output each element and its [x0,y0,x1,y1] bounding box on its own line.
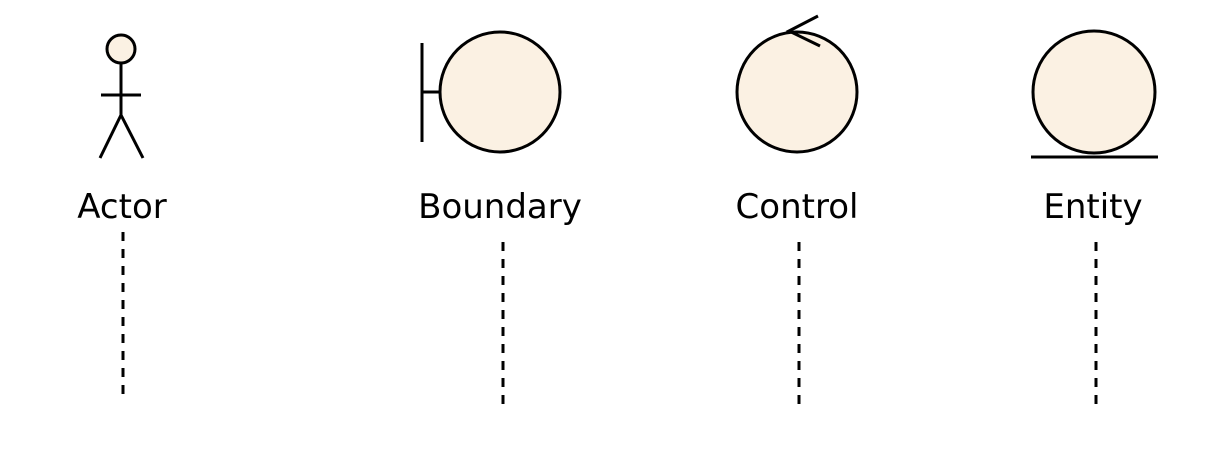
stick-figure-icon [98,33,145,159]
control-icon [735,14,859,154]
actor-head [105,33,137,65]
actor-label: Actor [77,187,166,227]
actor-left-leg [98,114,123,159]
boundary-icon [420,30,562,154]
entity-circle [1031,29,1157,155]
entity-icon [1031,29,1158,159]
control-arrowhead [785,14,821,48]
entity-element[interactable]: Entity [1031,29,1158,408]
actor-element[interactable]: Actor [77,33,167,398]
control-element[interactable]: Control [735,14,859,408]
actor-right-leg [119,114,145,159]
boundary-circle [438,30,562,154]
boundary-element[interactable]: Boundary [418,30,582,408]
boundary-label: Boundary [418,187,582,227]
control-label: Control [736,187,859,227]
entity-label: Entity [1043,187,1142,227]
control-circle [735,30,859,154]
